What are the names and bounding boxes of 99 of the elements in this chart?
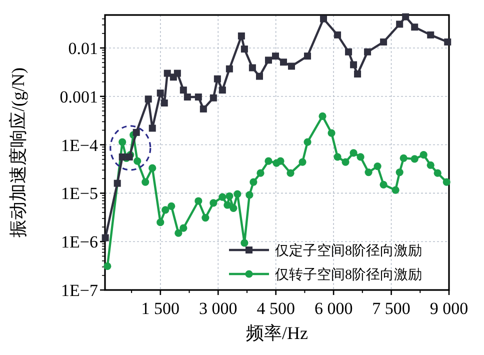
point <box>224 201 232 209</box>
point <box>420 151 428 159</box>
point <box>250 178 258 186</box>
point <box>442 178 450 186</box>
point <box>318 112 326 120</box>
point <box>180 86 187 94</box>
point <box>256 169 264 177</box>
point <box>118 138 126 146</box>
point <box>156 218 164 226</box>
x-tick-label: 1 500 <box>141 299 180 318</box>
point <box>380 38 388 46</box>
point <box>400 154 408 162</box>
point <box>288 62 296 70</box>
point <box>142 178 150 186</box>
point <box>334 153 342 161</box>
point <box>264 157 272 165</box>
x-tick-label: 9 000 <box>430 299 468 318</box>
point <box>144 96 152 103</box>
point <box>210 94 217 102</box>
legend-label: 仅定子空间8阶径向激励 <box>275 243 422 259</box>
point <box>396 20 404 28</box>
point <box>304 138 312 146</box>
point <box>238 32 245 40</box>
y-tick-label: 1E−4 <box>61 136 98 155</box>
y-axis-title: 振动加速度响应/(g/N) <box>8 68 28 238</box>
point <box>234 190 242 198</box>
point <box>202 214 210 222</box>
point <box>200 105 207 112</box>
x-tick-label: 3 000 <box>199 299 238 318</box>
point <box>342 158 350 166</box>
point <box>434 169 442 177</box>
point <box>230 204 238 212</box>
point <box>168 202 176 210</box>
point <box>350 61 358 68</box>
point <box>264 56 272 64</box>
point <box>334 31 342 38</box>
point <box>396 168 404 176</box>
point <box>426 161 434 169</box>
point <box>392 186 400 194</box>
point <box>134 157 142 165</box>
x-axis-title: 频率/Hz <box>246 323 308 343</box>
legend-label: 仅转子空间8阶径向激励 <box>275 267 422 283</box>
point <box>411 24 418 31</box>
point <box>345 48 352 56</box>
point <box>246 191 254 199</box>
y-tick-label: 1E−6 <box>61 232 98 252</box>
point <box>410 155 418 163</box>
point <box>240 46 248 53</box>
point <box>226 192 234 200</box>
point <box>148 164 156 172</box>
point <box>174 70 181 77</box>
y-tick-label: 0.001 <box>60 87 98 106</box>
point <box>210 199 218 207</box>
point <box>248 64 256 72</box>
point <box>218 193 226 201</box>
point <box>402 13 410 20</box>
point <box>118 153 126 160</box>
point <box>132 128 140 136</box>
point <box>194 94 202 101</box>
point <box>218 86 226 94</box>
point <box>354 70 362 78</box>
point <box>114 180 121 187</box>
point <box>328 129 336 137</box>
x-tick-label: 7 500 <box>372 299 410 318</box>
point <box>148 124 156 132</box>
x-tick-label: 6 000 <box>314 299 353 318</box>
point <box>174 229 182 237</box>
point <box>272 52 279 60</box>
point <box>350 149 358 157</box>
point <box>104 262 112 270</box>
point <box>194 197 202 205</box>
point <box>164 70 171 77</box>
point <box>256 72 263 80</box>
point <box>286 169 294 177</box>
point <box>427 31 434 38</box>
point <box>214 75 221 82</box>
point <box>156 90 164 97</box>
point <box>298 158 306 166</box>
point <box>160 99 168 106</box>
point <box>102 234 109 242</box>
point <box>240 239 248 247</box>
point <box>276 157 284 165</box>
point <box>356 153 364 161</box>
y-tick-label: 0.01 <box>68 38 98 58</box>
point <box>364 48 372 56</box>
point <box>374 162 382 170</box>
x-tick-label: 4 500 <box>256 299 295 318</box>
point <box>304 52 312 60</box>
point <box>364 168 372 176</box>
point <box>444 38 452 46</box>
point <box>226 65 233 72</box>
y-tick-label: 1E−7 <box>61 281 98 300</box>
y-tick-label: 1E−5 <box>61 184 98 204</box>
point <box>380 180 388 188</box>
point <box>184 94 191 101</box>
point <box>320 15 328 22</box>
point <box>280 58 288 66</box>
point <box>162 206 170 214</box>
point <box>180 224 188 232</box>
